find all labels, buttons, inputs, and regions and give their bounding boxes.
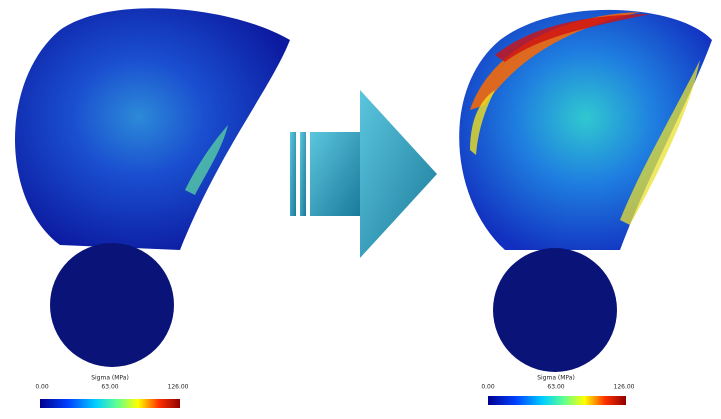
legend-title: Sigma (MPa) [91,375,129,382]
page: {"left": {"legend": {"title": "Sigma (MP… [0,0,721,415]
colorbar [488,396,626,405]
legend-tick: 0.00 [35,384,49,391]
left-blade [15,8,290,367]
legend-tick: 126.00 [614,384,635,391]
right-blade [459,10,712,372]
right-legend: Sigma (MPa) 0.00 63.00 126.00 [481,375,634,406]
arrow [290,90,437,258]
legend-tick: 63.00 [101,384,118,391]
scene: Sigma (MPa) 0.00 63.00 126.00 Sigma (MPa… [0,0,721,415]
colorbar [40,399,180,408]
legend-title: Sigma (MPa) [537,375,575,382]
left-legend: Sigma (MPa) 0.00 63.00 126.00 [35,375,188,409]
legend-tick: 126.00 [168,384,189,391]
legend-tick: 0.00 [481,384,495,391]
legend-tick: 63.00 [547,384,564,391]
